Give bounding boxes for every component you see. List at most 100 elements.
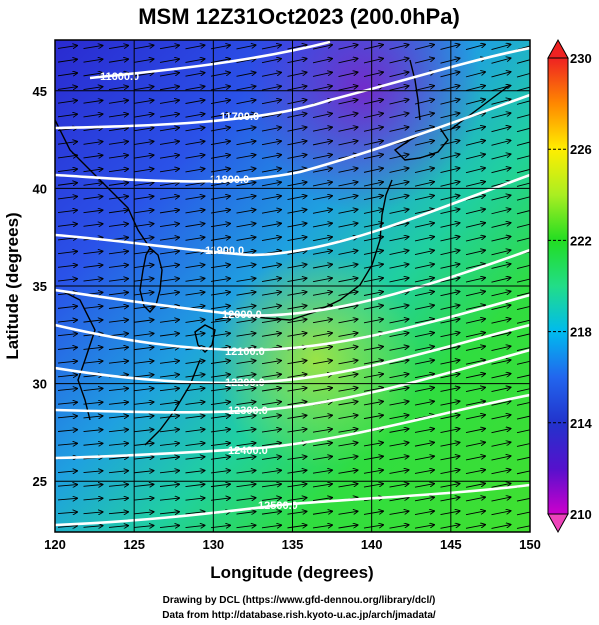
wind-vector bbox=[389, 58, 409, 64]
wind-vector bbox=[287, 100, 307, 105]
wind-vector bbox=[465, 44, 485, 50]
colorbar-top-arrow bbox=[547, 38, 569, 59]
contour-11900 bbox=[55, 173, 530, 257]
wind-vector bbox=[83, 485, 103, 487]
wind-vector bbox=[363, 72, 383, 78]
wind-vector bbox=[414, 456, 434, 461]
contour-label-11600: 11600.0 bbox=[100, 71, 139, 83]
wind-vector bbox=[261, 265, 281, 269]
wind-vector bbox=[312, 456, 332, 460]
wind-vector bbox=[287, 306, 307, 310]
wind-vector bbox=[185, 457, 205, 459]
wind-vector bbox=[287, 264, 307, 269]
wind-vector bbox=[108, 347, 128, 349]
wind-vector bbox=[287, 484, 307, 487]
wind-vector bbox=[414, 470, 434, 474]
wind-vector bbox=[185, 86, 205, 91]
wind-vector bbox=[389, 415, 409, 420]
wind-vector bbox=[389, 470, 409, 474]
wind-vector bbox=[414, 45, 434, 50]
wind-vector bbox=[83, 498, 103, 500]
wind-vector bbox=[491, 209, 511, 215]
wind-vector bbox=[185, 498, 205, 500]
wind-vector bbox=[338, 127, 358, 132]
wind-vector bbox=[236, 484, 256, 487]
wind-vector bbox=[491, 140, 511, 146]
wind-vector bbox=[236, 388, 256, 391]
wind-vector bbox=[312, 196, 332, 201]
wind-vector bbox=[516, 223, 530, 228]
contour-label-11800: 11800.0 bbox=[210, 174, 249, 186]
wind-vector bbox=[134, 416, 154, 418]
wind-vector bbox=[108, 457, 128, 459]
wind-vector bbox=[516, 168, 530, 174]
wind-vector bbox=[159, 525, 179, 527]
wind-vector bbox=[465, 484, 485, 488]
wind-vector bbox=[389, 113, 409, 119]
wind-vector bbox=[312, 251, 332, 255]
wind-vector bbox=[491, 511, 511, 516]
wind-vector bbox=[108, 169, 128, 172]
wind-vector bbox=[312, 525, 332, 528]
wind-vector bbox=[108, 430, 128, 432]
wind-vector bbox=[491, 346, 511, 351]
wind-vector bbox=[261, 333, 281, 337]
colorbar-ticks: 210 214 218 222 226 230 bbox=[548, 51, 592, 522]
wind-vector bbox=[210, 484, 230, 486]
wind-vector bbox=[83, 388, 103, 390]
wind-vector bbox=[210, 224, 230, 228]
wind-vector bbox=[516, 470, 530, 475]
wind-vector bbox=[287, 168, 307, 173]
wind-vector bbox=[210, 169, 230, 173]
wind-vector bbox=[338, 168, 358, 173]
wind-vector bbox=[159, 429, 179, 431]
wind-vector bbox=[312, 292, 332, 296]
wind-vector bbox=[389, 168, 409, 173]
wind-vector bbox=[185, 484, 205, 486]
credit-data: Data from http://database.rish.kyoto-u.a… bbox=[162, 610, 436, 621]
wind-vector bbox=[210, 278, 230, 282]
wind-vector bbox=[108, 512, 128, 514]
wind-vector bbox=[185, 224, 205, 228]
wind-vector bbox=[414, 278, 434, 283]
wind-vector bbox=[261, 319, 281, 324]
wind-vector bbox=[440, 484, 460, 488]
wind-vector bbox=[287, 114, 307, 118]
wind-vector bbox=[312, 470, 332, 474]
contour-label-12300: 12300.0 bbox=[228, 405, 268, 417]
y-tick-label: 45 bbox=[33, 84, 47, 99]
sakhalin-coastline bbox=[409, 59, 421, 121]
wind-vector bbox=[338, 305, 358, 310]
wind-vector bbox=[491, 456, 511, 461]
wind-vector bbox=[287, 402, 307, 406]
wind-vector bbox=[440, 58, 460, 64]
wind-vector bbox=[210, 402, 230, 405]
wind-vector bbox=[236, 470, 256, 473]
wind-vector bbox=[465, 168, 485, 174]
korea-coastline bbox=[139, 246, 163, 314]
wind-vector bbox=[159, 86, 179, 91]
wind-vector bbox=[57, 416, 77, 418]
wind-vector bbox=[491, 127, 511, 133]
wind-vector bbox=[261, 361, 281, 365]
wind-vector bbox=[159, 251, 179, 254]
wind-vector bbox=[465, 456, 485, 461]
wind-vector bbox=[57, 306, 77, 308]
wind-vector bbox=[159, 484, 179, 486]
wind-vector bbox=[491, 278, 511, 283]
wind-vector bbox=[134, 224, 154, 227]
wind-vector bbox=[210, 73, 230, 77]
wind-vector bbox=[236, 319, 256, 323]
wind-vector bbox=[185, 45, 205, 50]
wind-vector bbox=[108, 498, 128, 500]
wind-vector bbox=[465, 154, 485, 160]
wind-vector bbox=[236, 182, 256, 187]
wind-vector bbox=[491, 99, 511, 105]
wind-vector bbox=[491, 401, 511, 406]
wind-vector bbox=[516, 292, 530, 297]
wind-vector bbox=[261, 59, 281, 64]
wind-vector bbox=[236, 237, 256, 241]
wind-vector bbox=[134, 251, 154, 254]
wind-vector bbox=[516, 456, 530, 461]
wind-vector bbox=[185, 210, 205, 214]
